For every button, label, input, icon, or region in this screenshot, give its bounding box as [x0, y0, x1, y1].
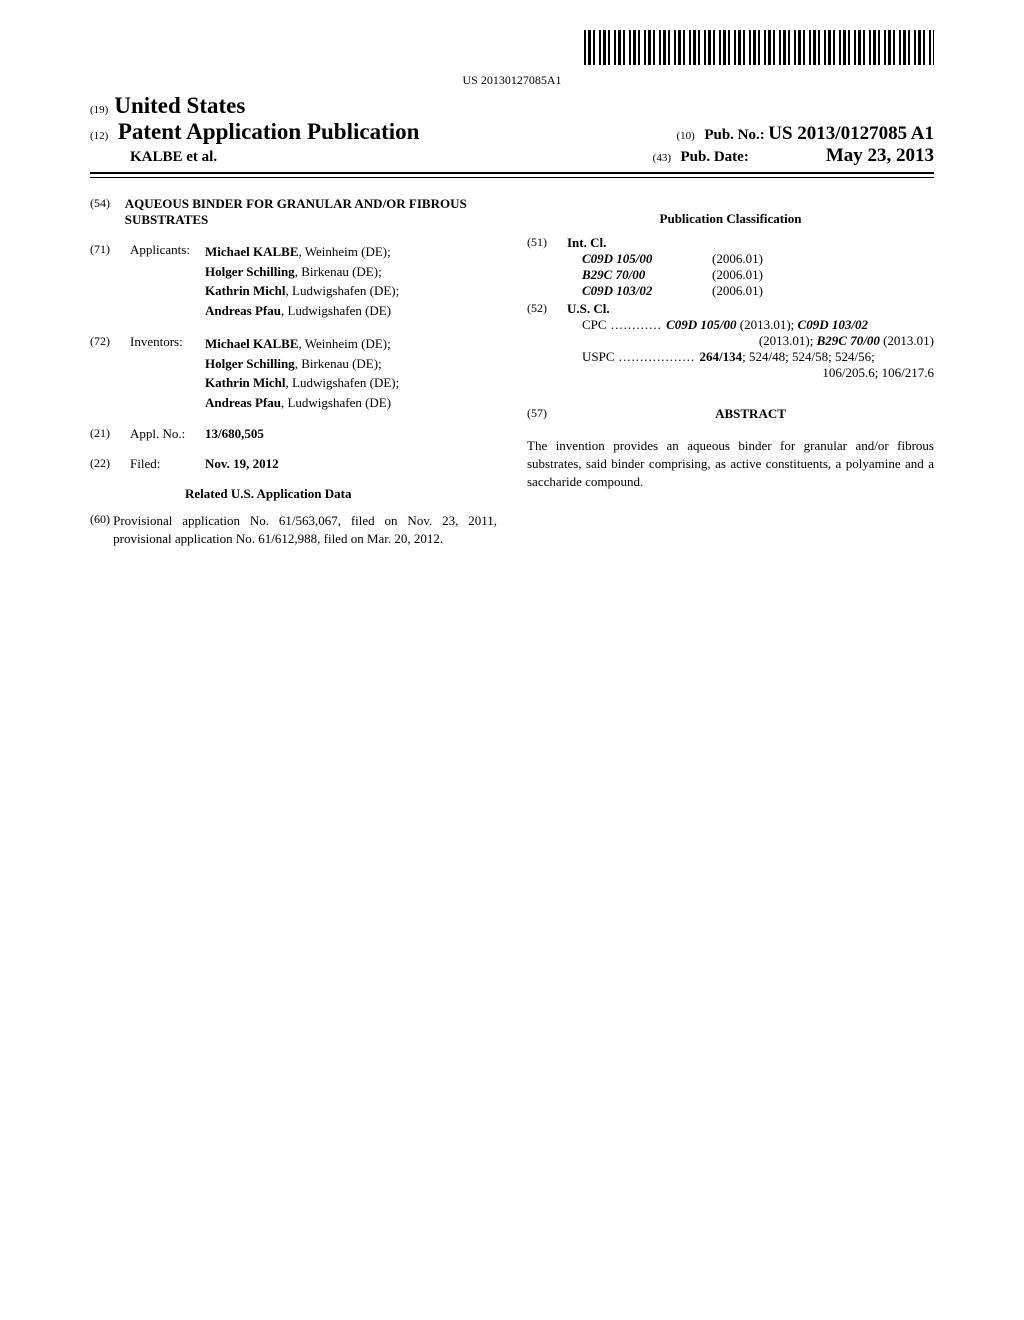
related-header: Related U.S. Application Data: [185, 486, 497, 502]
applicant-loc-3: , Ludwigshafen (DE): [281, 303, 391, 318]
inventor-name-2: Kathrin Michl: [205, 375, 286, 390]
content-columns: (54) AQUEOUS BINDER FOR GRANULAR AND/OR …: [90, 196, 934, 562]
inventors-list: Michael KALBE, Weinheim (DE); Holger Sch…: [205, 334, 497, 412]
inventor-name-3: Andreas Pfau: [205, 395, 281, 410]
intcl-year-2: (2006.01): [712, 283, 934, 299]
applno-row: (21) Appl. No.: 13/680,505: [90, 426, 497, 442]
title-text: AQUEOUS BINDER FOR GRANULAR AND/OR FIBRO…: [125, 196, 497, 228]
filed-row: (22) Filed: Nov. 19, 2012: [90, 456, 497, 472]
uspc-line-2: 106/205.6; 106/217.6: [582, 365, 934, 381]
uspc-code-1: 264/134: [700, 349, 743, 364]
uscl-row: (52) U.S. Cl. CPC ............ C09D 105/…: [527, 301, 934, 381]
inventor-loc-3: , Ludwigshafen (DE): [281, 395, 391, 410]
inventors-num: (72): [90, 334, 130, 412]
title-row: (54) AQUEOUS BINDER FOR GRANULAR AND/OR …: [90, 196, 497, 228]
pub-no-value: US 2013/0127085 A1: [768, 123, 934, 144]
barcode-image: [584, 30, 934, 65]
header-authors: KALBE et al.: [130, 149, 217, 166]
filed-label: Filed:: [130, 456, 205, 472]
inventors-label: Inventors:: [130, 334, 205, 412]
applicants-list: Michael KALBE, Weinheim (DE); Holger Sch…: [205, 242, 497, 320]
pub-no-num: (10): [676, 130, 694, 142]
abstract-num: (57): [527, 406, 567, 422]
applno-num: (21): [90, 426, 130, 442]
intcl-code-1: B29C 70/00: [582, 267, 712, 283]
uspc-dots: ..................: [615, 349, 700, 364]
intcl-code-2: C09D 103/02: [582, 283, 712, 299]
applicant-loc-1: , Birkenau (DE);: [295, 264, 382, 279]
cpc-line-1: CPC ............ C09D 105/00 (2013.01); …: [582, 317, 934, 333]
pub-date-num: (43): [653, 152, 671, 164]
applicants-num: (71): [90, 242, 130, 320]
country-num: (19): [90, 104, 108, 116]
intcl-num: (51): [527, 235, 567, 299]
barcode-number: US 20130127085A1: [90, 73, 934, 88]
applicant-name-0: Michael KALBE: [205, 244, 299, 259]
pub-date-value: May 23, 2013: [826, 145, 934, 166]
inventor-loc-1: , Birkenau (DE);: [295, 356, 382, 371]
applno-label: Appl. No.:: [130, 426, 205, 442]
cpc-dots: ............: [607, 317, 667, 332]
intcl-year-1: (2006.01): [712, 267, 934, 283]
cpc-line-2: (2013.01); B29C 70/00 (2013.01): [582, 333, 934, 349]
country-name: United States: [114, 93, 245, 119]
title-num: (54): [90, 196, 125, 228]
abstract-label-wrap: ABSTRACT: [567, 406, 934, 422]
uspc-label: USPC: [582, 349, 615, 364]
intcl-code-0: C09D 105/00: [582, 251, 712, 267]
applicant-name-1: Holger Schilling: [205, 264, 295, 279]
uscl-num: (52): [527, 301, 567, 381]
pub-no-label: Pub. No.:: [704, 127, 764, 143]
pub-date-label: Pub. Date:: [680, 149, 748, 165]
intcl-item-2: C09D 103/02 (2006.01): [582, 283, 934, 299]
barcode-section: US 20130127085A1: [90, 30, 934, 88]
uscl-label: U.S. Cl.: [567, 301, 934, 317]
cpc-code-3: B29C 70/00: [817, 333, 880, 348]
applicants-label: Applicants:: [130, 242, 205, 320]
intcl-year-0: (2006.01): [712, 251, 934, 267]
intcl-item-0: C09D 105/00 (2006.01): [582, 251, 934, 267]
abstract-label: ABSTRACT: [715, 406, 786, 421]
applicant-loc-2: , Ludwigshafen (DE);: [286, 283, 400, 298]
inventors-row: (72) Inventors: Michael KALBE, Weinheim …: [90, 334, 497, 412]
inventor-loc-0: , Weinheim (DE);: [299, 336, 391, 351]
inventor-loc-2: , Ludwigshafen (DE);: [286, 375, 400, 390]
left-column: (54) AQUEOUS BINDER FOR GRANULAR AND/OR …: [90, 196, 497, 562]
cpc-label: CPC: [582, 317, 607, 332]
divider-thick: [90, 172, 934, 174]
abstract-text: The invention provides an aqueous binder…: [527, 437, 934, 492]
inventor-name-0: Michael KALBE: [205, 336, 299, 351]
filed-num: (22): [90, 456, 130, 472]
cpc-text-3b: (2013.01): [880, 333, 934, 348]
cpc-code-1: C09D 105/00: [666, 317, 736, 332]
filed-value: Nov. 19, 2012: [205, 456, 497, 472]
intcl-content: Int. Cl. C09D 105/00 (2006.01) B29C 70/0…: [567, 235, 934, 299]
cpc-line2a: (2013.01);: [759, 333, 817, 348]
uspc-line-1: USPC .................. 264/134; 524/48;…: [582, 349, 934, 365]
intcl-row: (51) Int. Cl. C09D 105/00 (2006.01) B29C…: [527, 235, 934, 299]
related-num: (60): [90, 512, 113, 548]
classification-header: Publication Classification: [527, 211, 934, 227]
applicant-name-2: Kathrin Michl: [205, 283, 286, 298]
cpc-text-1b: (2013.01);: [737, 317, 798, 332]
uspc-text-2: ; 524/48; 524/58; 524/56;: [742, 349, 875, 364]
intcl-item-1: B29C 70/00 (2006.01): [582, 267, 934, 283]
applicant-name-3: Andreas Pfau: [205, 303, 281, 318]
inventor-name-1: Holger Schilling: [205, 356, 295, 371]
header-section: (19) United States (12) Patent Applicati…: [90, 93, 934, 167]
applicants-row: (71) Applicants: Michael KALBE, Weinheim…: [90, 242, 497, 320]
applno-value: 13/680,505: [205, 426, 497, 442]
divider-thin: [90, 177, 934, 178]
related-text: Provisional application No. 61/563,067, …: [113, 512, 497, 548]
abstract-row: (57) ABSTRACT: [527, 406, 934, 422]
intcl-label: Int. Cl.: [567, 235, 934, 251]
uscl-content: U.S. Cl. CPC ............ C09D 105/00 (2…: [567, 301, 934, 381]
pub-type-num: (12): [90, 130, 108, 142]
applicant-loc-0: , Weinheim (DE);: [299, 244, 391, 259]
cpc-code-2: C09D 103/02: [798, 317, 868, 332]
publication-type: Patent Application Publication: [118, 119, 420, 144]
right-column: Publication Classification (51) Int. Cl.…: [527, 196, 934, 562]
related-row: (60) Provisional application No. 61/563,…: [90, 512, 497, 548]
